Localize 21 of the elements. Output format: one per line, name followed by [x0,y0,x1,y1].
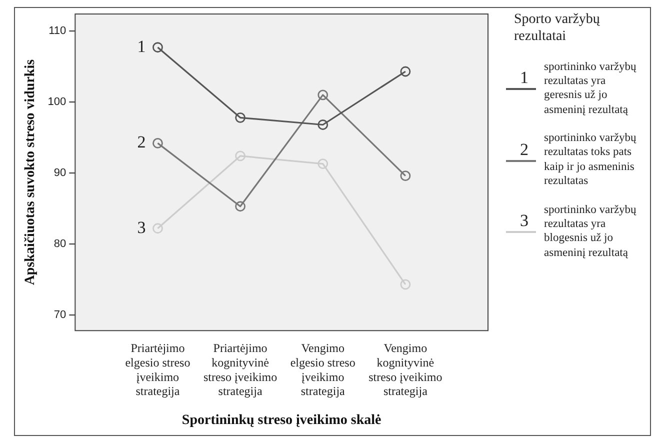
y-tick-label: 90 [54,167,66,180]
x-tick-label: Vengimo elgesio streso įveikimo strategija [290,340,356,398]
y-tick-label: 100 [48,96,66,108]
annotation: 2 [137,132,146,152]
y-tick-label: 110 [48,25,66,38]
annotation: 1 [137,36,146,56]
x-tick-label: Priartėjimo kognityvinė streso įveikimo strategija [203,340,278,398]
text: 1 [520,68,528,88]
text: 3 [520,211,528,230]
y-axis-title: Apskaičiuotas suvokto streso vidurkis [23,58,38,286]
y-tick-label: 70 [54,309,66,322]
legend-label: sportininko varžybų rezultatas yra geresnis už jo asmeninį rezultatą [544,60,636,116]
y-tick-label: 80 [54,238,66,250]
x-tick-label: Vengimo kognityvinė streso įveikimo strategija [368,340,442,398]
x-tick-label: Priartėjimo elgesio streso įveikimo strategija [125,340,190,398]
x-axis-title: Sportininkų streso įveikimo skalė [182,413,382,428]
text: 2 [520,140,528,159]
legend-label: sportininko varžybų rezultatas yra blogesnis už jo asmeninį rezultatą [544,204,636,259]
legend-label: sportininko varžybų rezultatas toks pats kaip ir jo asmeninis rezultatas [544,132,636,188]
legend-title: Sporto varžybų rezultatai [514,12,601,46]
annotation: 3 [137,218,146,237]
